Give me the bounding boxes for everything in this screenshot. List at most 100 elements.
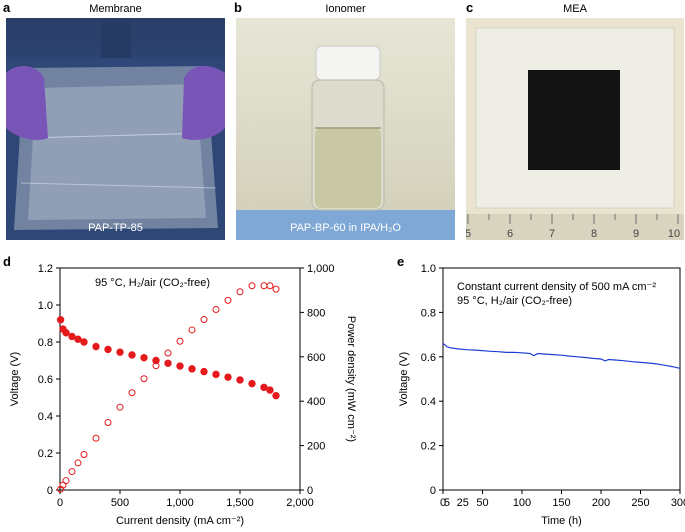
- power-density-point: [80, 450, 88, 458]
- power-density-point: [200, 316, 208, 324]
- panel-label-c: c: [466, 0, 474, 15]
- power-density-point: [224, 296, 232, 304]
- x-tick-label: 25: [457, 497, 469, 509]
- x-tick-label: 0: [440, 497, 446, 509]
- panel-label-e: e: [397, 254, 405, 269]
- power-density-point: [260, 282, 268, 290]
- x-tick-label: 500: [111, 497, 129, 509]
- voltage-point: [212, 370, 220, 379]
- x-tick-label: 1,500: [226, 497, 254, 509]
- voltage-point: [152, 356, 160, 365]
- y-axis-label: Voltage (V): [398, 352, 410, 406]
- x-tick-label: 5: [444, 497, 450, 509]
- x-tick-label: 250: [631, 497, 649, 509]
- ionomer-caption: PAP-BP-60 in IPA/H₂O: [290, 222, 401, 234]
- ruler-label: 9: [633, 228, 639, 240]
- power-density-point: [128, 389, 136, 397]
- y-tick-label: 1.0: [421, 263, 436, 275]
- y-tick-label: 1.0: [38, 300, 53, 312]
- y-tick-label: 0: [430, 485, 436, 497]
- y-tick-label: 0.2: [421, 441, 436, 453]
- plot-frame: [59, 267, 301, 491]
- voltage-point: [266, 386, 274, 394]
- x-tick-label: 150: [552, 497, 570, 509]
- chart-annotation: 95 °C, H₂/air (CO₂-free): [95, 277, 210, 289]
- voltage-point: [74, 335, 82, 343]
- voltage-point: [236, 376, 244, 384]
- x-axis-label: Time (h): [541, 515, 582, 527]
- chart-annotation: 95 °C, H₂/air (CO₂-free): [457, 295, 572, 307]
- y-tick-label: 1.2: [38, 263, 53, 275]
- voltage-line: [442, 343, 681, 369]
- power-density-point: [62, 477, 70, 485]
- y2-tick-label: 400: [307, 396, 325, 408]
- panel-label-d: d: [3, 254, 11, 269]
- power-density-point: [272, 285, 280, 293]
- voltage-point: [224, 373, 232, 381]
- y-tick-label: 0.8: [421, 307, 436, 319]
- voltage-point: [104, 345, 112, 354]
- vial-illustration: [236, 45, 455, 240]
- y2-tick-label: 200: [307, 441, 325, 453]
- membrane-caption: PAP-TP-85: [88, 222, 143, 234]
- ruler-label: 5: [466, 228, 471, 240]
- chart-annotation: Constant current density of 500 mA cm⁻²: [457, 281, 656, 293]
- y2-tick-label: 0: [307, 485, 313, 497]
- power-density-point: [188, 326, 196, 334]
- power-density-point: [104, 419, 112, 427]
- ruler-label: 6: [507, 228, 513, 240]
- membrane-photo: PAP-TP-85: [6, 18, 225, 240]
- voltage-point: [200, 367, 208, 376]
- voltage-point: [260, 383, 268, 392]
- power-density-point: [236, 288, 244, 296]
- x-tick-label: 100: [513, 497, 531, 509]
- panel-title-mea: MEA: [563, 3, 587, 15]
- power-density-point: [164, 349, 172, 357]
- x-tick-label: 50: [476, 497, 488, 509]
- mea-photo: 5 6 7 8 9 10: [466, 18, 684, 240]
- power-density-point: [74, 459, 82, 467]
- panel-title-membrane: Membrane: [89, 3, 142, 15]
- voltage-point: [116, 348, 124, 356]
- panel-label-a: a: [3, 0, 11, 15]
- x-tick-label: 2,000: [286, 497, 314, 509]
- power-density-point: [116, 403, 124, 411]
- y2-tick-label: 600: [307, 352, 325, 364]
- ruler-label: 8: [591, 228, 597, 240]
- power-density-point: [176, 337, 184, 345]
- durability-chart: 05010015020025030052500.20.40.60.81.0Tim…: [398, 263, 685, 527]
- power-density-point: [140, 375, 148, 383]
- voltage-point: [248, 379, 256, 388]
- voltage-point: [80, 338, 88, 346]
- power-density-point: [248, 282, 256, 290]
- x-axis-label: Current density (mA cm⁻²): [116, 515, 244, 527]
- x-tick-label: 200: [592, 497, 610, 509]
- y-axis-label: Voltage (V): [9, 352, 21, 406]
- voltage-point: [68, 332, 76, 341]
- ruler-label: 10: [668, 228, 680, 240]
- power-density-point: [266, 282, 274, 290]
- voltage-point: [164, 359, 172, 367]
- power-density-point: [212, 306, 220, 314]
- voltage-point: [188, 365, 196, 373]
- voltage-point: [176, 362, 184, 370]
- y-tick-label: 0: [47, 485, 53, 497]
- panel-title-ionomer: Ionomer: [325, 3, 366, 15]
- ruler-label: 7: [549, 228, 555, 240]
- polarization-chart: 0 500 1,000 1,500 2,00000.20.40.60.81.01.202…: [9, 263, 357, 527]
- y2-axis-label: Power density (mW cm⁻²): [345, 316, 357, 442]
- y2-tick-label: 1,000: [307, 263, 335, 275]
- voltage-point: [140, 354, 148, 362]
- voltage-point: [62, 329, 70, 337]
- y-tick-label: 0.6: [38, 374, 53, 386]
- voltage-point: [56, 316, 65, 324]
- power-density-point: [92, 434, 100, 442]
- mea-illustration: 5 6 7 8 9 10: [466, 27, 684, 240]
- voltage-point: [92, 342, 100, 351]
- y-tick-label: 0.2: [38, 448, 53, 460]
- y-tick-label: 0.4: [38, 411, 53, 423]
- x-tick-label: 0: [57, 497, 63, 509]
- ionomer-photo: PAP-BP-60 in IPA/H₂O: [236, 18, 455, 240]
- power-density-point: [68, 468, 76, 476]
- x-tick-label: 300: [671, 497, 685, 509]
